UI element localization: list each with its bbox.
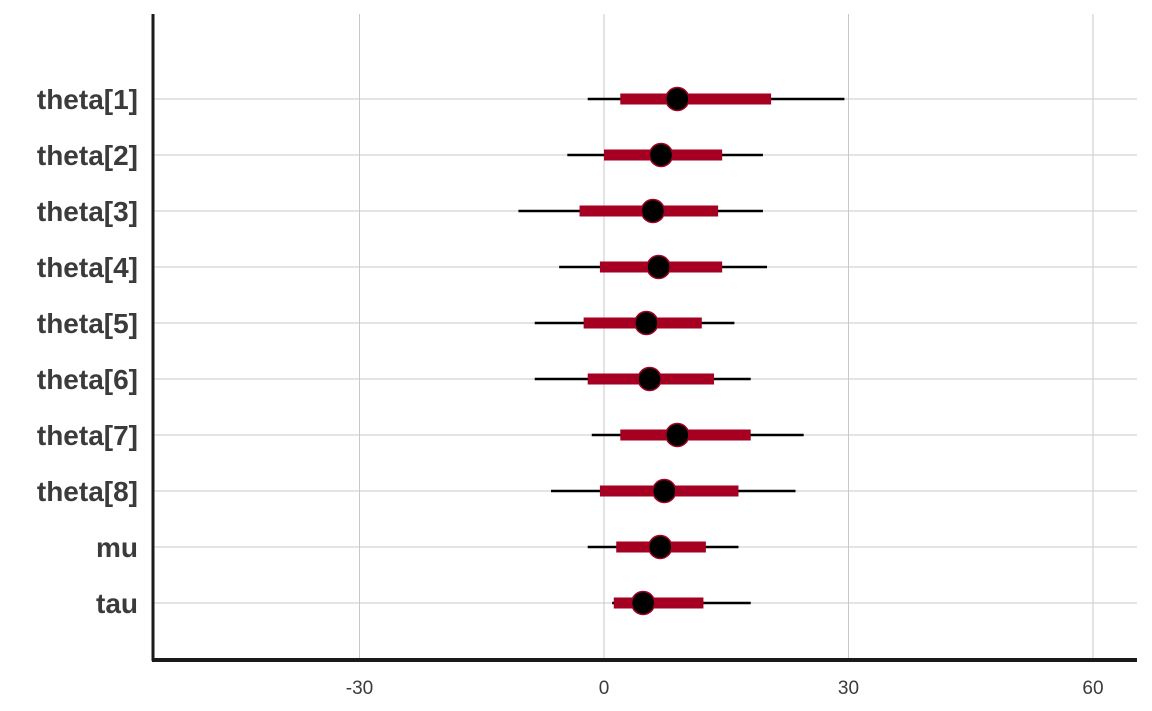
point-estimate	[630, 590, 656, 616]
y-tick-label: theta[6]	[37, 364, 138, 395]
x-tick-label: -30	[346, 678, 373, 699]
y-tick-label: theta[4]	[37, 252, 138, 283]
point-estimate	[647, 534, 673, 560]
point-estimate	[648, 142, 674, 168]
y-tick-label: theta[7]	[37, 420, 138, 451]
y-tick-label: theta[3]	[37, 196, 138, 227]
point-estimate	[665, 86, 690, 112]
x-tick-label: 0	[599, 678, 610, 699]
y-tick-label: theta[2]	[37, 140, 138, 171]
y-tick-label: mu	[96, 532, 138, 563]
y-tick-labels: theta[1] theta[2] theta[3] theta[4] theta[5]…	[37, 84, 138, 619]
point-estimate	[652, 478, 677, 504]
x-tick-label: 60	[1082, 678, 1103, 699]
point-estimate	[665, 422, 690, 448]
interval-marks	[518, 86, 845, 616]
grid-lines	[153, 14, 1137, 660]
x-tick-label: 30	[838, 678, 859, 699]
y-tick-label: tau	[96, 588, 138, 619]
point-estimate	[640, 198, 666, 224]
point-estimate	[637, 366, 662, 392]
point-estimate	[646, 254, 671, 280]
x-tick-labels: -30 0 30 60	[346, 678, 1104, 699]
y-tick-label: theta[8]	[37, 476, 138, 507]
point-estimate	[634, 310, 659, 336]
y-tick-label: theta[1]	[37, 84, 138, 115]
y-tick-label: theta[5]	[37, 308, 138, 339]
